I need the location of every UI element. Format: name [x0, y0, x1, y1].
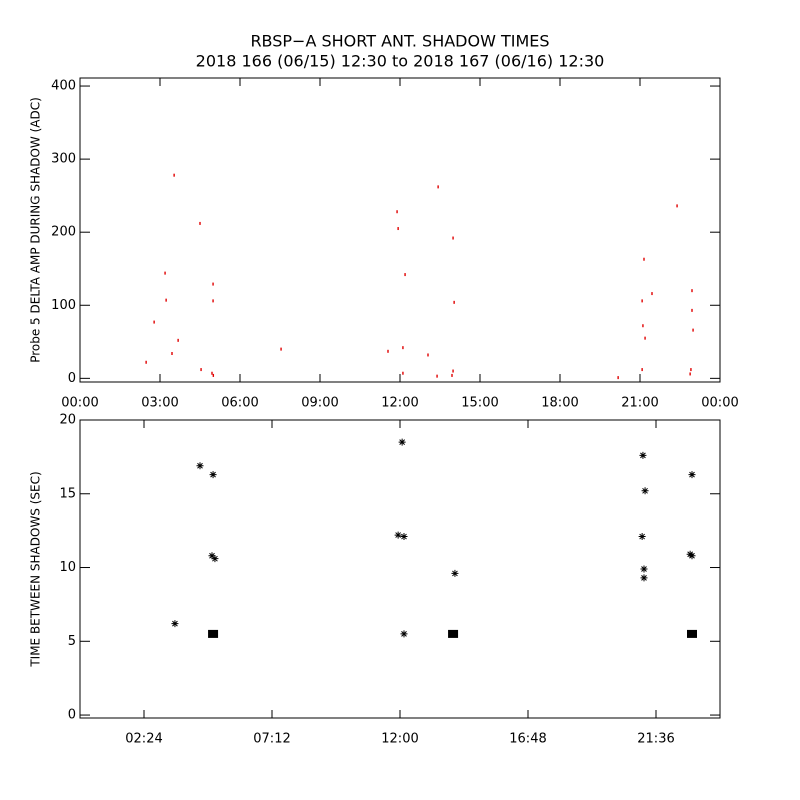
point [402, 371, 404, 375]
point [387, 349, 389, 353]
y-tick-label: 100 [51, 298, 76, 313]
point [448, 629, 459, 638]
point [171, 620, 179, 628]
point [209, 471, 217, 479]
point [688, 552, 696, 560]
y-tick-label: 15 [59, 486, 76, 501]
chart-title: RBSP−A SHORT ANT. SHADOW TIMES [250, 32, 549, 51]
x-tick-label: 06:00 [221, 396, 258, 411]
point [691, 289, 693, 293]
point [398, 438, 406, 446]
point [451, 373, 453, 377]
point [211, 371, 213, 375]
x-tick-label: 12:00 [381, 732, 418, 747]
point [427, 353, 429, 357]
chart-subtitle: 2018 166 (06/15) 12:30 to 2018 167 (06/1… [196, 52, 605, 71]
point [689, 372, 691, 376]
x-tick-label: 18:00 [541, 396, 578, 411]
x-tick-label: 15:00 [461, 396, 498, 411]
point [687, 629, 697, 638]
x-tick-label: 00:00 [701, 396, 738, 411]
point [171, 352, 173, 355]
point [153, 320, 155, 324]
x-tick-label: 12:00 [381, 396, 418, 411]
point [200, 368, 202, 372]
x-tick-label: 21:00 [621, 396, 658, 411]
point [640, 574, 648, 582]
point [208, 629, 219, 638]
point [641, 368, 643, 372]
point [400, 630, 408, 638]
y-tick-label: 300 [51, 152, 76, 167]
point [212, 373, 215, 377]
point [642, 324, 644, 328]
y-axis-label: Probe 5 DELTA AMP DURING SHADOW (ADC) [29, 97, 43, 363]
point [199, 221, 201, 225]
x-tick-label: 16:48 [509, 732, 546, 747]
point [452, 236, 454, 240]
y-tick-label: 0 [68, 708, 76, 723]
point [177, 338, 179, 342]
y-axis-label: TIME BETWEEN SHADOWS (SEC) [29, 471, 43, 667]
point [638, 533, 646, 541]
point [394, 531, 402, 539]
point [280, 347, 282, 351]
x-tick-label: 03:00 [141, 396, 178, 411]
point [404, 273, 406, 277]
y-tick-label: 400 [51, 79, 76, 94]
point [196, 462, 204, 470]
point [397, 227, 399, 231]
point [643, 257, 645, 261]
point [212, 299, 214, 303]
y-tick-label: 5 [68, 634, 76, 649]
point [691, 308, 693, 312]
point [212, 282, 214, 286]
point [173, 173, 175, 177]
point [640, 565, 648, 573]
point [692, 328, 694, 332]
point [145, 360, 147, 364]
x-tick-label: 00:00 [61, 396, 98, 411]
point [688, 471, 696, 479]
point [452, 369, 454, 373]
x-tick-label: 07:12 [253, 732, 290, 747]
point [690, 368, 692, 372]
x-tick-label: 02:24 [125, 732, 162, 747]
point [165, 298, 167, 302]
point [211, 555, 219, 563]
y-tick-label: 200 [51, 225, 76, 240]
y-tick-label: 0 [68, 371, 76, 386]
y-tick-label: 20 [59, 413, 76, 428]
point [437, 185, 439, 189]
y-tick-label: 10 [59, 560, 76, 575]
point [208, 552, 216, 560]
point [641, 299, 643, 303]
point [436, 374, 438, 378]
point [453, 300, 455, 304]
point [396, 210, 398, 214]
point [451, 569, 459, 577]
point [617, 376, 619, 380]
point [639, 451, 647, 459]
point [651, 292, 653, 296]
point [676, 204, 678, 208]
x-tick-label: 21:36 [637, 732, 674, 747]
point [641, 487, 649, 495]
point [164, 271, 166, 275]
point [644, 336, 646, 340]
point [400, 533, 408, 541]
point [402, 346, 404, 350]
x-tick-label: 09:00 [301, 396, 338, 411]
